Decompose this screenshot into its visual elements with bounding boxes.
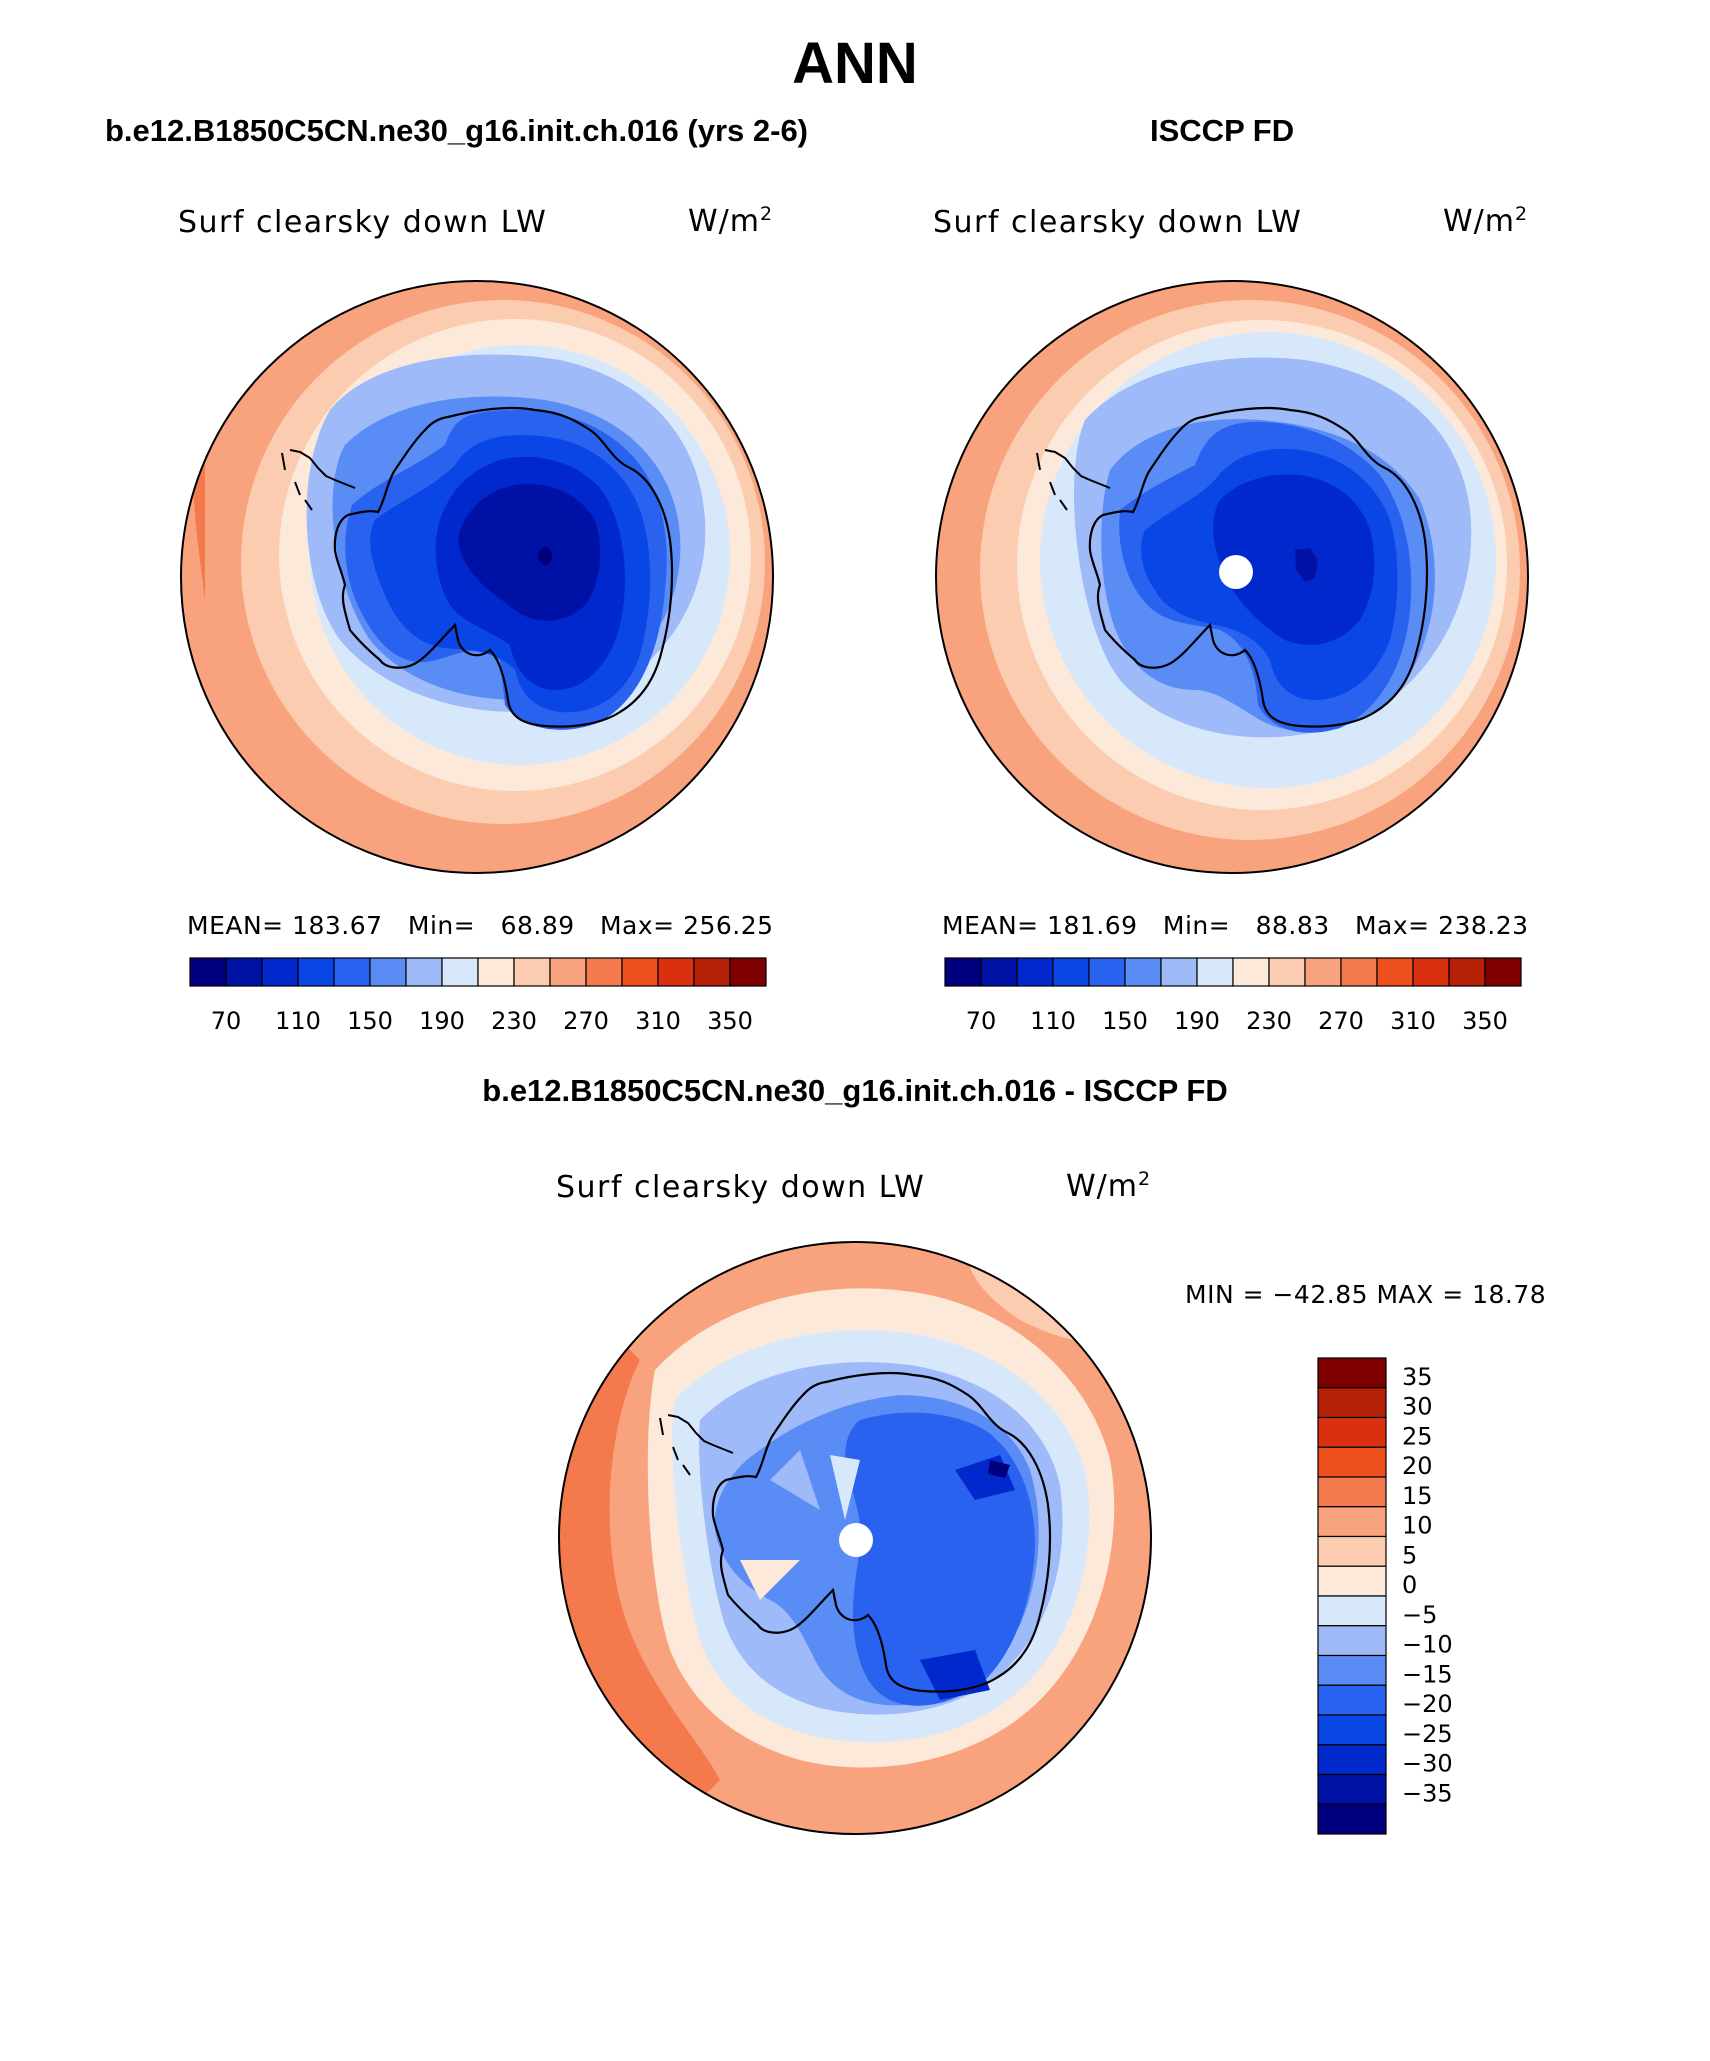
obs-colorbar-tick-label: 150 [1102, 1007, 1148, 1035]
diff-colorbar-tick-label: 30 [1402, 1393, 1433, 1421]
model-polar-map [180, 280, 774, 874]
model-colorbar-tick-label: 110 [275, 1007, 321, 1035]
model-colorbar-swatch [477, 957, 515, 987]
diff-colorbar-swatch [1317, 1535, 1387, 1567]
obs-colorbar-swatch [1016, 957, 1054, 987]
obs-colorbar-swatch [1376, 957, 1414, 987]
diff-colorbar-swatch [1317, 1387, 1387, 1419]
model-case-title: b.e12.B1850C5CN.ne30_g16.init.ch.016 (yr… [105, 113, 809, 148]
diff-colorbar-swatch [1317, 1595, 1387, 1627]
obs-colorbar-swatch [1304, 957, 1342, 987]
diff-colorbar-swatch [1317, 1357, 1387, 1389]
obs-colorbar-tick-label: 190 [1174, 1007, 1220, 1035]
diff-colorbar-tick-label: 25 [1402, 1422, 1433, 1450]
model-colorbar-tick-label: 150 [347, 1007, 393, 1035]
obs-colorbar-swatch [944, 957, 982, 987]
obs-colorbar-swatch [1484, 957, 1522, 987]
model-colorbar-swatch [585, 957, 623, 987]
diff-colorbar-tick-label: 5 [1402, 1541, 1417, 1569]
obs-colorbar-swatch [1340, 957, 1378, 987]
obs-colorbar-swatch [1160, 957, 1198, 987]
model-colorbar-swatch [729, 957, 767, 987]
model-variable-label: Surf clearsky down LW [178, 205, 548, 240]
diff-minmax: MIN = −42.85 MAX = 18.78 [1185, 1280, 1547, 1309]
obs-dataset-title: ISCCP FD [1150, 113, 1295, 148]
obs-colorbar-swatch [1448, 957, 1486, 987]
model-colorbar-swatch [297, 957, 335, 987]
obs-colorbar-swatch [1268, 957, 1306, 987]
model-colorbar-tick-label: 190 [419, 1007, 465, 1035]
obs-colorbar-tick-label: 310 [1390, 1007, 1436, 1035]
diff-colorbar-tick-label: −35 [1402, 1779, 1453, 1807]
model-colorbar-tick-label: 230 [491, 1007, 537, 1035]
obs-colorbar-tick-label: 350 [1462, 1007, 1508, 1035]
obs-colorbar-tick-label: 230 [1246, 1007, 1292, 1035]
obs-stats: MEAN= 181.69 Min= 88.83 Max= 238.23 [942, 911, 1529, 940]
diff-colorbar-swatch [1317, 1506, 1387, 1538]
diff-colorbar-tick-label: 0 [1402, 1571, 1417, 1599]
model-colorbar-swatch [621, 957, 659, 987]
obs-colorbar-swatch [980, 957, 1018, 987]
obs-colorbar-swatch [1052, 957, 1090, 987]
model-colorbar-swatch [513, 957, 551, 987]
obs-colorbar-swatch [1124, 957, 1162, 987]
diff-colorbar-swatch [1317, 1565, 1387, 1597]
obs-colorbar-tick-label: 70 [966, 1007, 997, 1035]
obs-colorbar-tick-label: 110 [1030, 1007, 1076, 1035]
obs-unit-label: W/m2 [1443, 203, 1529, 239]
diff-colorbar-tick-label: −20 [1402, 1690, 1453, 1718]
diff-colorbar-swatch [1317, 1625, 1387, 1657]
diff-colorbar-swatch [1317, 1714, 1387, 1746]
model-colorbar-tick-label: 350 [707, 1007, 753, 1035]
obs-colorbar-tick-label: 270 [1318, 1007, 1364, 1035]
model-colorbar-swatch [369, 957, 407, 987]
diff-colorbar-swatch [1317, 1476, 1387, 1508]
obs-colorbar-swatch [1412, 957, 1450, 987]
model-colorbar: 70 110 150 190 230 270 310 350 [189, 957, 767, 1035]
diff-colorbar-swatch [1317, 1684, 1387, 1716]
diff-colorbar-swatch [1317, 1744, 1387, 1776]
model-colorbar-swatch [657, 957, 695, 987]
diff-colorbar-swatch [1317, 1446, 1387, 1478]
obs-colorbar-swatch [1232, 957, 1270, 987]
diff-colorbar-tick-label: −25 [1402, 1720, 1453, 1748]
diff-colorbar-swatch [1317, 1654, 1387, 1686]
obs-polar-map [935, 280, 1529, 874]
model-colorbar-swatch [441, 957, 479, 987]
diff-polar-map [558, 1241, 1152, 1835]
diff-colorbar-tick-label: −5 [1402, 1601, 1437, 1629]
diff-colorbar-tick-label: 15 [1402, 1482, 1433, 1510]
difference-title: b.e12.B1850C5CN.ne30_g16.init.ch.016 - I… [482, 1073, 1228, 1108]
model-colorbar-tick-label: 270 [563, 1007, 609, 1035]
diff-colorbar-tick-label: −15 [1402, 1660, 1453, 1688]
diff-colorbar-swatch [1317, 1773, 1387, 1805]
diff-colorbar-tick-label: 10 [1402, 1512, 1433, 1540]
model-colorbar-swatch [549, 957, 587, 987]
diff-colorbar-tick-label: −30 [1402, 1750, 1453, 1778]
model-colorbar-swatch [225, 957, 263, 987]
model-colorbar-swatch [405, 957, 443, 987]
model-colorbar-tick-label: 70 [211, 1007, 242, 1035]
model-colorbar-swatch [693, 957, 731, 987]
obs-colorbar-swatch [1088, 957, 1126, 987]
model-colorbar-tick-label: 310 [635, 1007, 681, 1035]
obs-colorbar-swatch [1196, 957, 1234, 987]
model-colorbar-swatch [261, 957, 299, 987]
diff-unit-label: W/m2 [1066, 1168, 1152, 1204]
diff-colorbar-swatch [1317, 1416, 1387, 1448]
diff-colorbar-tick-label: 35 [1402, 1363, 1433, 1391]
diff-colorbar-tick-label: 20 [1402, 1452, 1433, 1480]
model-colorbar-swatch [333, 957, 371, 987]
diff-variable-label: Surf clearsky down LW [556, 1170, 926, 1205]
main-title: ANN [792, 31, 918, 96]
obs-variable-label: Surf clearsky down LW [933, 205, 1303, 240]
model-colorbar-swatch [189, 957, 227, 987]
model-unit-label: W/m2 [688, 203, 774, 239]
diff-colorbar-swatch [1317, 1803, 1387, 1835]
diff-colorbar-tick-label: −10 [1402, 1631, 1453, 1659]
obs-colorbar: 70 110 150 190 230 270 310 350 [944, 957, 1522, 1035]
model-stats: MEAN= 183.67 Min= 68.89 Max= 256.25 [187, 911, 774, 940]
